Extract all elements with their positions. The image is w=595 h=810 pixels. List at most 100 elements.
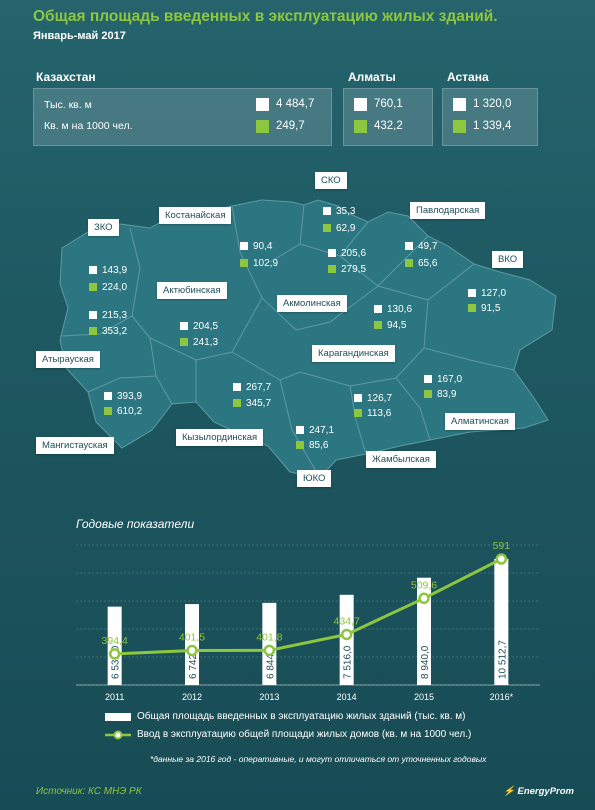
region-value-akmola-per1000: 279,5	[328, 262, 366, 276]
footnote: *данные за 2016 год - оперативные, и мог…	[150, 754, 487, 764]
region-value-yuko-total: 247,1	[296, 423, 334, 437]
green-square-marker	[180, 338, 188, 346]
region-border	[129, 227, 173, 405]
astana-value-total: 1 320,0	[473, 98, 512, 110]
line-value-label: 434,7	[334, 615, 360, 627]
green-square-marker	[374, 321, 382, 329]
white-square-marker	[328, 249, 336, 257]
white-square-marker	[89, 266, 97, 274]
region-value-akmola-total: 205,6	[328, 246, 366, 260]
region-border	[279, 379, 321, 479]
legend-bar-label: Общая площадь введенных в эксплуатацию ж…	[137, 711, 466, 722]
line-value-label: 509,6	[411, 579, 437, 591]
region-label-mangystau: Мангистауская	[36, 437, 114, 454]
green-square-marker	[453, 120, 466, 133]
line-point	[340, 628, 353, 641]
brand-name: EnergyProm	[517, 786, 574, 797]
kazakhstan-title: Казахстан	[36, 70, 96, 84]
astana-title: Астана	[447, 70, 489, 84]
region-border	[231, 205, 297, 331]
region-border	[87, 375, 157, 393]
green-square-marker	[328, 265, 336, 273]
white-square-marker	[405, 242, 413, 250]
region-label-zhambyl: Жамбылская	[366, 451, 436, 468]
region-value-aktobe-total: 204,5	[180, 319, 218, 333]
region-value-zko-per1000: 224,0	[89, 280, 127, 294]
region-value-atyrau-total: 215,3	[89, 308, 127, 322]
region-label-atyrau: Атырауская	[36, 351, 100, 368]
white-square-marker	[424, 375, 432, 383]
green-square-marker	[405, 259, 413, 267]
region-value-yuko-per1000: 85,6	[296, 438, 328, 452]
region-value-almaty-obl-total: 167,0	[424, 372, 462, 386]
green-square-marker	[424, 390, 432, 398]
kazakhstan-label-per1000: Кв. м на 1000 чел.	[44, 120, 133, 132]
green-square-marker	[104, 407, 112, 415]
region-label-kyzylorda: Кызылординская	[176, 429, 264, 446]
region-label-vko: ВКО	[492, 251, 524, 268]
bar	[262, 602, 277, 685]
region-border	[61, 315, 133, 337]
chart-title: Годовые показатели	[76, 517, 195, 531]
region-label-akmola: Акмолинская	[277, 295, 347, 312]
region-label-almaty-obl: Алматинская	[445, 413, 515, 430]
page-subtitle: Январь-май 2017	[33, 30, 126, 42]
line-point	[495, 553, 508, 565]
kazakhstan-value-total: 4 484,7	[276, 98, 315, 110]
kazakhstan-value-per1000: 249,7	[276, 120, 305, 132]
white-square-marker	[256, 98, 269, 111]
region-border	[299, 221, 369, 257]
line-value-label: 591	[493, 540, 511, 552]
lightning-icon: ⚡	[503, 786, 515, 797]
region-value-mangystau-per1000: 610,2	[104, 404, 142, 418]
white-square-marker	[296, 426, 304, 434]
region-border	[231, 347, 425, 387]
bar	[107, 606, 122, 685]
white-square-marker	[374, 305, 382, 313]
region-label-karaganda: Карагандинская	[312, 345, 395, 362]
white-square-marker	[453, 98, 466, 111]
almaty-title: Алматы	[348, 70, 396, 84]
green-square-marker	[89, 283, 97, 291]
white-square-marker	[323, 207, 331, 215]
region-value-vko-total: 127,0	[468, 286, 506, 300]
green-square-marker	[323, 224, 331, 232]
region-value-zhambyl-total: 126,7	[354, 391, 392, 405]
green-square-marker	[256, 120, 269, 133]
almaty-panel: 760,1 432,2	[343, 88, 433, 146]
region-label-pavlodar: Павлодарская	[410, 202, 486, 219]
region-value-pavlodar-per1000: 65,6	[405, 256, 437, 270]
brand-logo: ⚡ EnergyProm	[503, 786, 574, 797]
region-value-zhambyl-per1000: 113,6	[354, 406, 391, 420]
white-square-marker	[354, 394, 362, 402]
legend-bar-swatch	[105, 712, 131, 721]
bar	[185, 604, 199, 685]
white-square-marker	[104, 392, 112, 400]
region-value-aktobe-per1000: 241,3	[180, 335, 218, 349]
kazakhstan-panel: Тыс. кв. м Кв. м на 1000 чел. 4 484,7 24…	[33, 88, 332, 146]
bar-value-label: 6 531,0	[111, 645, 122, 679]
annual-chart: 6 531,0 2011 6 742,0 2012 6 844,0 2013 7 516,0…	[76, 540, 540, 702]
white-square-marker	[89, 311, 97, 319]
green-square-marker	[468, 304, 476, 312]
legend-item-bars: Общая площадь введенных в эксплуатацию ж…	[105, 711, 465, 722]
region-value-vko-per1000: 91,5	[468, 301, 500, 315]
region-border	[149, 297, 263, 361]
line-value-label: 401,5	[179, 631, 205, 643]
line-point	[418, 592, 430, 605]
bar-value-label: 6 844,0	[265, 645, 276, 679]
region-value-karaganda-total: 130,6	[374, 302, 412, 316]
region-border	[395, 377, 431, 441]
x-tick-label: 2013	[259, 692, 279, 702]
line-value-label: 401,8	[256, 631, 282, 643]
region-value-kostanay-per1000: 102,9	[240, 256, 278, 270]
line-point	[263, 644, 276, 657]
bar-value-label: 7 516,0	[343, 645, 354, 679]
x-tick-label: 2012	[182, 692, 202, 702]
white-square-marker	[240, 242, 248, 250]
bar-value-label: 8 940,0	[420, 645, 431, 679]
region-label-zko: ЗКО	[88, 219, 119, 236]
region-border	[295, 263, 475, 331]
